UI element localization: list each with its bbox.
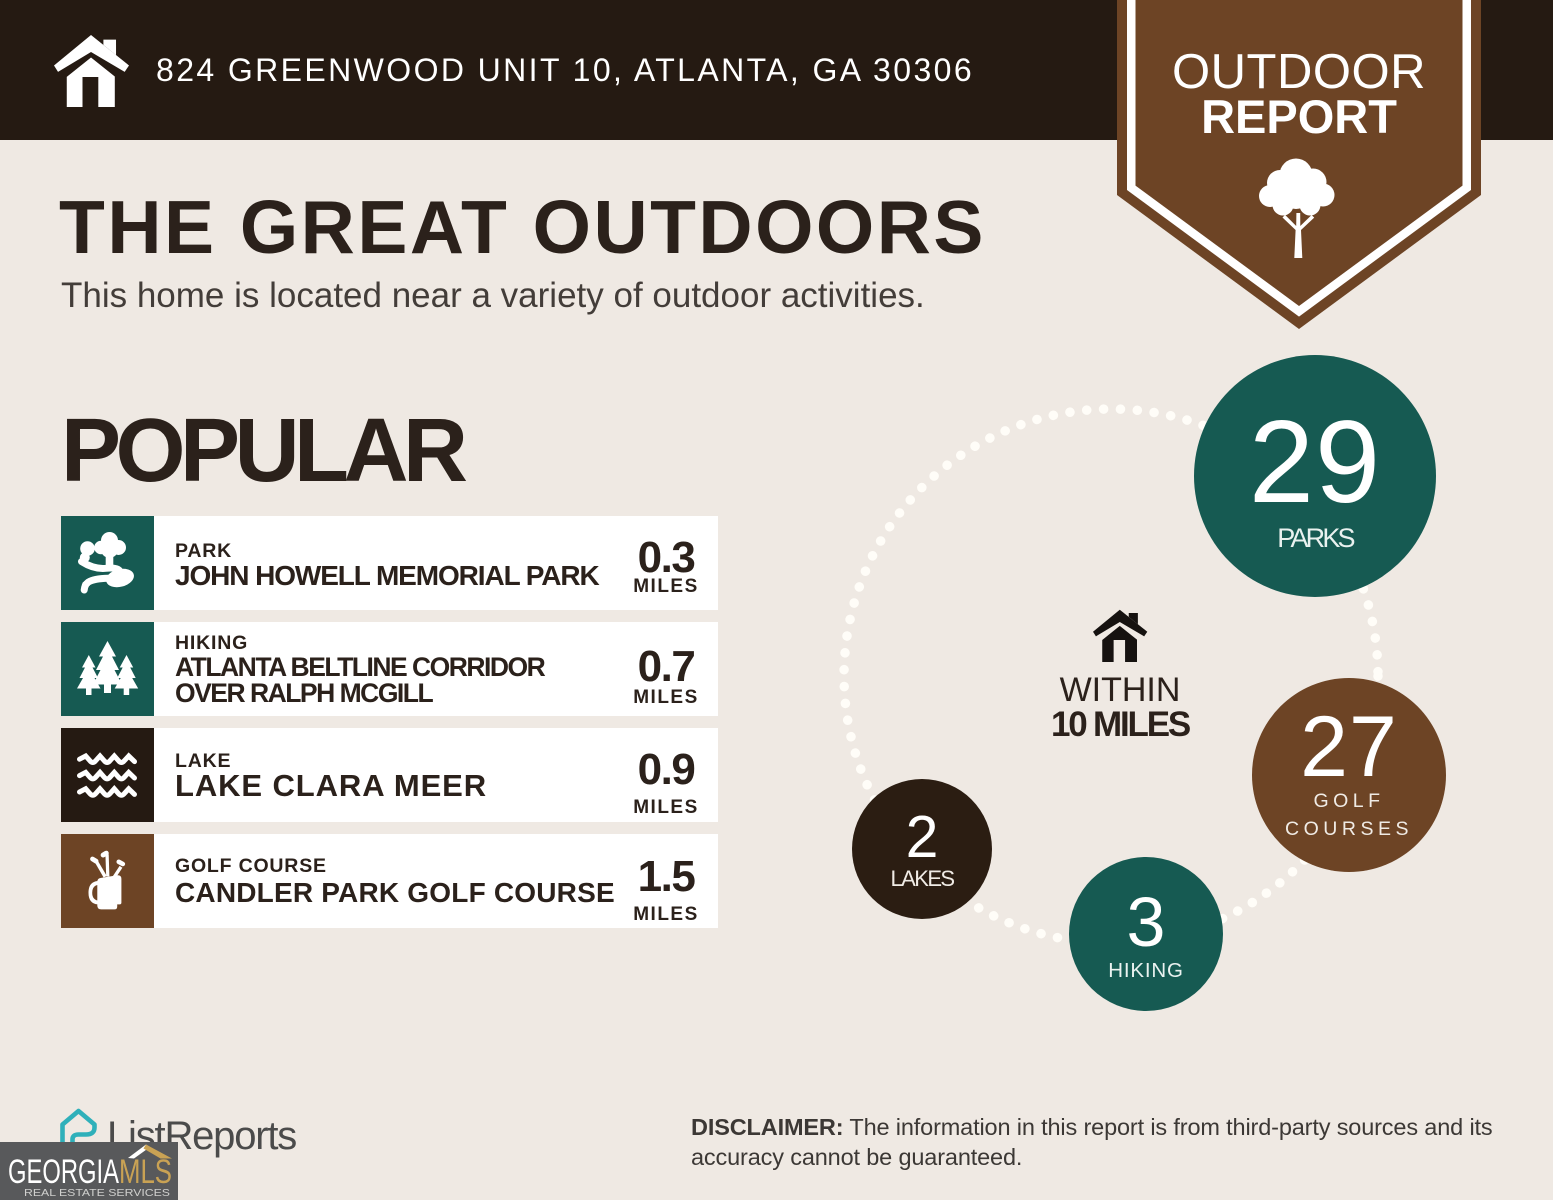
svg-text:MLS: MLS [119,1153,172,1191]
svg-text:GEORGIA: GEORGIA [8,1153,119,1191]
svg-text:REAL ESTATE SERVICES: REAL ESTATE SERVICES [24,1188,170,1199]
svg-text:OUTDOOR: OUTDOOR [1172,45,1426,99]
svg-text:REPORT: REPORT [1201,90,1397,143]
